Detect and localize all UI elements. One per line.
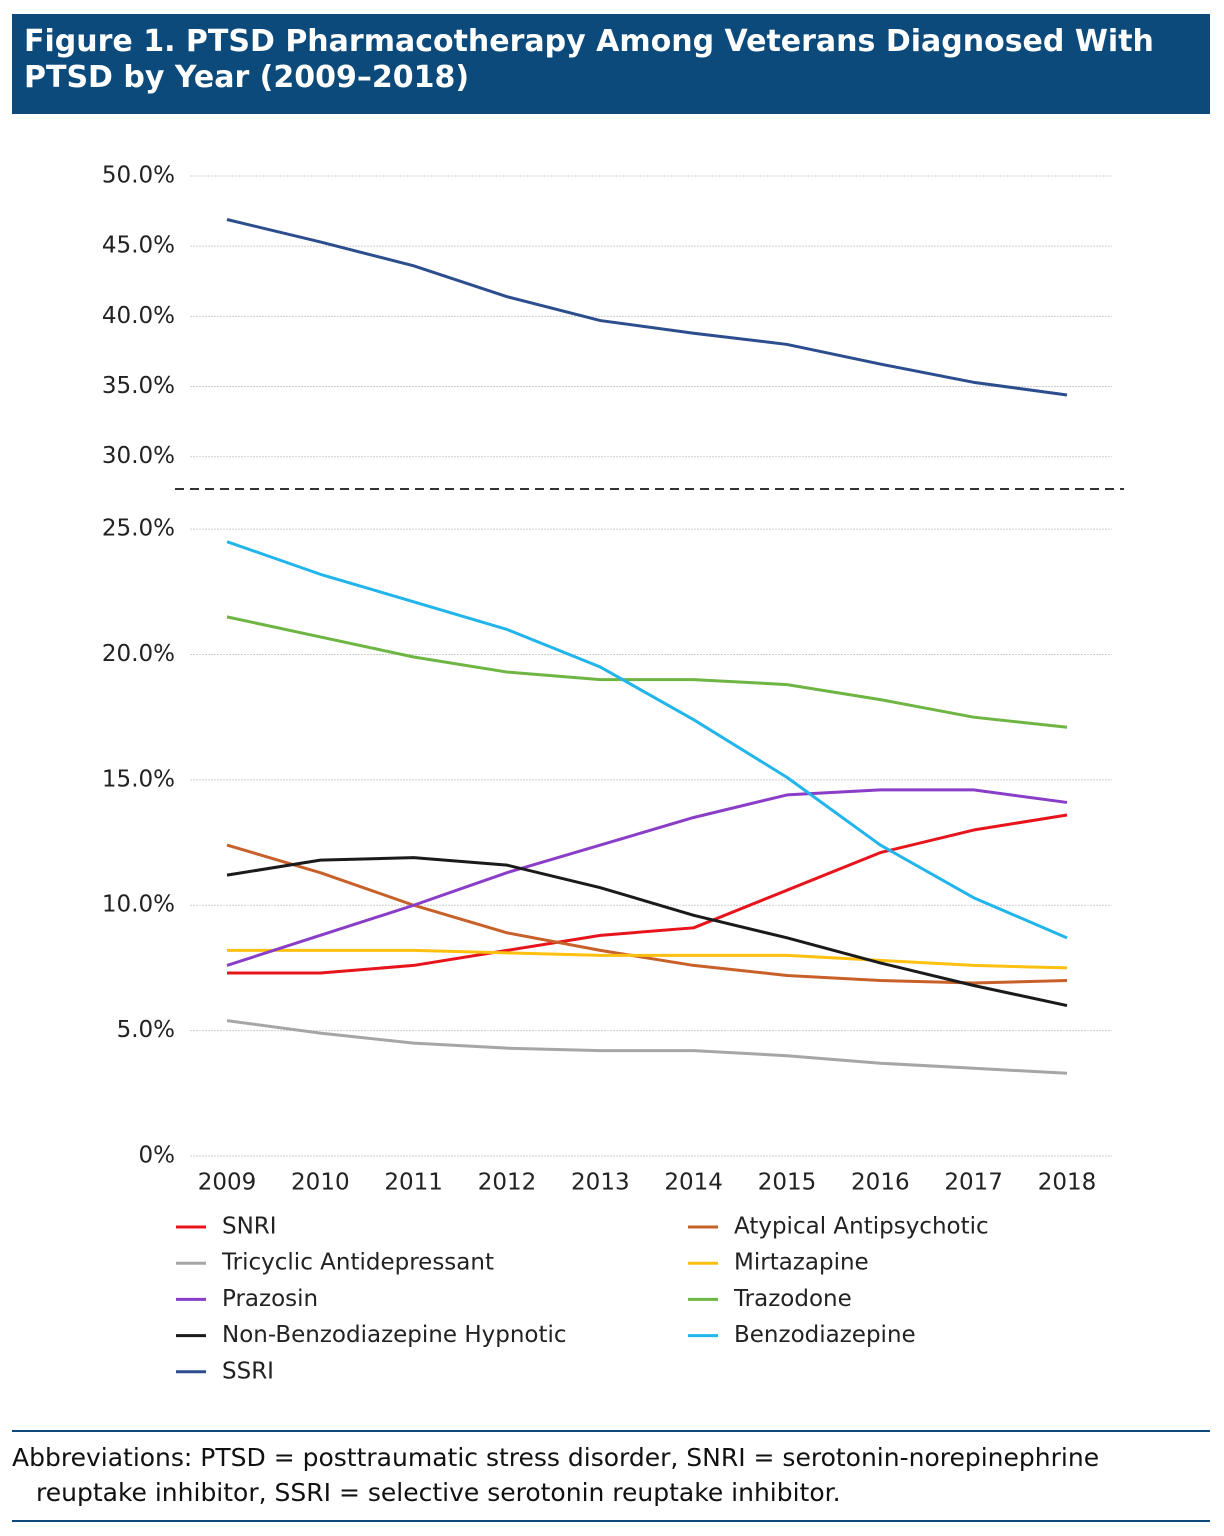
y-tick-label: 45.0% — [102, 233, 175, 259]
chart: 0% 5.0% 10.0% 15.0% 20.0% 25.0% 30.0% 35.0% 40.0… — [102, 163, 1124, 1384]
series-line — [226, 540, 1068, 940]
legend-label: SSRI — [222, 1358, 274, 1384]
legend-label: Non-Benzodiazepine Hypnotic — [222, 1322, 567, 1348]
y-tick-label: 20.0% — [102, 641, 175, 667]
y-tick-label: 40.0% — [102, 303, 175, 329]
legend-label: Tricyclic Antidepressant — [221, 1250, 494, 1276]
y-tick-label: 0% — [139, 1143, 176, 1169]
x-tick-label: 2009 — [198, 1170, 257, 1196]
y-tick-label: 25.0% — [102, 516, 175, 542]
series-line — [227, 948, 1068, 970]
x-tick-label: 2014 — [664, 1170, 723, 1196]
legend-label: Prazosin — [222, 1286, 318, 1312]
y-tick-label: 35.0% — [102, 373, 175, 399]
series-line — [226, 788, 1068, 967]
footer: Abbreviations: PTSD = posttraumatic stre… — [12, 1430, 1210, 1522]
series-line — [226, 843, 1068, 985]
header: Figure 1. PTSD Pharmacotherapy Among Vet… — [12, 14, 1210, 114]
x-tick-label: 2012 — [478, 1170, 537, 1196]
y-tick-label: 30.0% — [102, 443, 175, 469]
y-tick-label: 10.0% — [102, 892, 175, 918]
legend-label: Benzodiazepine — [734, 1322, 916, 1348]
series-line — [226, 615, 1068, 729]
footnote: Abbreviations: PTSD = posttraumatic stre… — [12, 1443, 1100, 1507]
y-tick-label: 15.0% — [102, 766, 175, 792]
x-tick-label: 2013 — [571, 1170, 630, 1196]
y-tick-label: 50.0% — [102, 163, 175, 189]
legend-label: Atypical Antipsychotic — [734, 1214, 989, 1240]
x-tick-label: 2010 — [291, 1170, 350, 1196]
legend-label: Trazodone — [733, 1286, 852, 1312]
legend-label: Mirtazapine — [734, 1250, 869, 1276]
x-tick-label: 2016 — [851, 1170, 910, 1196]
x-tick-label: 2018 — [1038, 1170, 1097, 1196]
x-tick-label: 2011 — [384, 1170, 443, 1196]
series-line — [227, 813, 1068, 975]
series-line — [226, 856, 1068, 1008]
chart-title: Figure 1. PTSD Pharmacotherapy Among Vet… — [24, 24, 1154, 95]
series-line — [226, 218, 1068, 397]
series-line — [226, 1019, 1068, 1075]
legend-label: SNRI — [222, 1214, 277, 1240]
y-tick-label: 5.0% — [117, 1017, 175, 1043]
x-tick-label: 2017 — [944, 1170, 1003, 1196]
x-tick-label: 2015 — [758, 1170, 817, 1196]
